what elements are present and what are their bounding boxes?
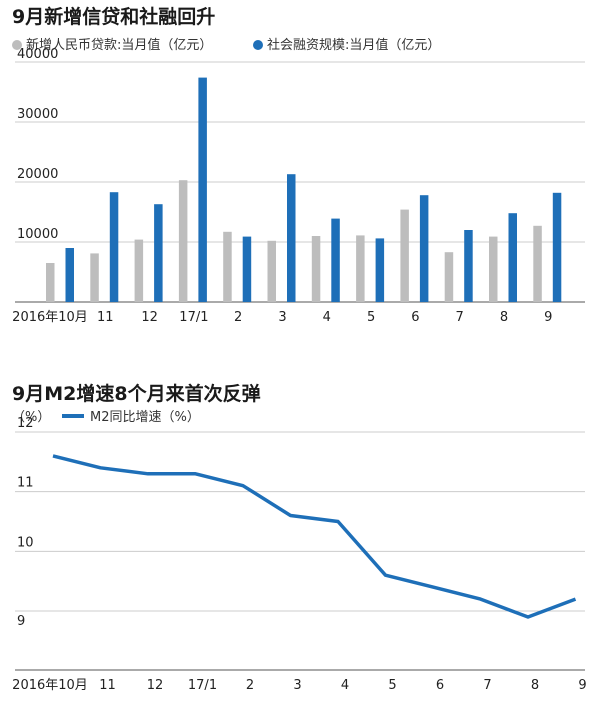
bar-loans xyxy=(90,253,99,302)
legend-label-financing: 社会融资规模:当月值（亿元） xyxy=(267,38,441,53)
x-tick-label: 11 xyxy=(99,678,116,693)
bar-loans xyxy=(489,236,498,302)
bar-financing xyxy=(375,238,385,302)
x-tick-label: 4 xyxy=(323,310,331,325)
legend-swatch-gray xyxy=(12,40,22,50)
x-tick-label: 6 xyxy=(436,678,444,693)
x-tick-label: 2 xyxy=(234,310,242,325)
legend-label-loans: 新增人民币贷款:当月值（亿元） xyxy=(26,38,213,53)
bar-loans xyxy=(533,225,542,302)
y-tick-label: 30000 xyxy=(17,107,58,122)
x-tick-label: 3 xyxy=(293,678,301,693)
bar-loans xyxy=(356,235,365,302)
bar-financing xyxy=(419,195,429,302)
x-tick-label: 12 xyxy=(141,310,158,325)
legend-item-loans: 新增人民币贷款:当月值（亿元） xyxy=(12,38,212,54)
chart-title-m2: 9月M2增速8个月来首次反弹 xyxy=(12,383,261,405)
series-line-m2 xyxy=(52,454,577,619)
bar-financing xyxy=(65,248,74,302)
y-tick-label: 9 xyxy=(17,614,25,629)
bar-financing xyxy=(552,192,562,302)
legend-item-financing: 社会融资规模:当月值（亿元） xyxy=(253,38,440,54)
x-tick-label: 17/1 xyxy=(179,310,208,325)
x-tick-label: 6 xyxy=(411,310,419,325)
x-tick-label: 7 xyxy=(483,678,491,693)
bar-financing xyxy=(287,174,296,302)
bar-financing xyxy=(508,213,517,302)
bar-financing xyxy=(331,218,340,302)
x-tick-label: 2 xyxy=(246,678,254,693)
x-tick-label: 7 xyxy=(456,310,464,325)
chart-title-credit: 9月新增信贷和社融回升 xyxy=(12,6,216,28)
y-tick-label: 40000 xyxy=(17,47,58,62)
x-tick-label: 4 xyxy=(341,678,349,693)
x-tick-label: 8 xyxy=(500,310,508,325)
x-tick-label: 9 xyxy=(544,310,552,325)
y-unit-label: （%） xyxy=(12,410,51,425)
legend-swatch-blue xyxy=(253,40,263,50)
bar-chart-credit: 10000 20000 30000 40000 2016年10月 11 12 17/1 2 3 4 5… xyxy=(12,47,585,325)
bar-loans xyxy=(311,236,321,302)
bar-loans xyxy=(267,240,276,302)
bar-loans xyxy=(444,252,454,302)
x-tick-label: 8 xyxy=(531,678,539,693)
y-tick-label: 12 xyxy=(17,416,34,431)
legend-swatch-line xyxy=(62,414,84,418)
y-tick-label: 11 xyxy=(17,476,34,491)
x-tick-label: 12 xyxy=(147,678,164,693)
y-tick-label: 10 xyxy=(17,535,34,550)
bar-financing xyxy=(198,77,207,302)
legend-item-m2: M2同比增速（%） xyxy=(62,410,200,426)
bar-loans xyxy=(400,209,409,302)
bar-loans xyxy=(223,231,232,302)
bar-financing xyxy=(464,230,473,302)
bar-financing xyxy=(154,204,163,302)
x-tick-label: 3 xyxy=(278,310,286,325)
x-tick-label: 17/1 xyxy=(188,678,217,693)
x-tick-label: 2016年10月 xyxy=(12,310,88,325)
y-tick-label: 20000 xyxy=(17,167,58,182)
x-tick-label: 9 xyxy=(578,678,586,693)
legend-label-m2: M2同比增速（%） xyxy=(90,410,200,425)
bar-loans xyxy=(178,180,188,302)
x-tick-label: 2016年10月 xyxy=(12,678,88,693)
bar-financing xyxy=(109,192,119,302)
x-tick-label: 5 xyxy=(367,310,375,325)
bar-financing xyxy=(242,236,252,302)
bar-loans xyxy=(134,239,144,302)
x-tick-label: 11 xyxy=(97,310,114,325)
bar-loans xyxy=(46,263,55,302)
x-tick-label: 5 xyxy=(388,678,396,693)
y-tick-label: 10000 xyxy=(17,227,58,242)
